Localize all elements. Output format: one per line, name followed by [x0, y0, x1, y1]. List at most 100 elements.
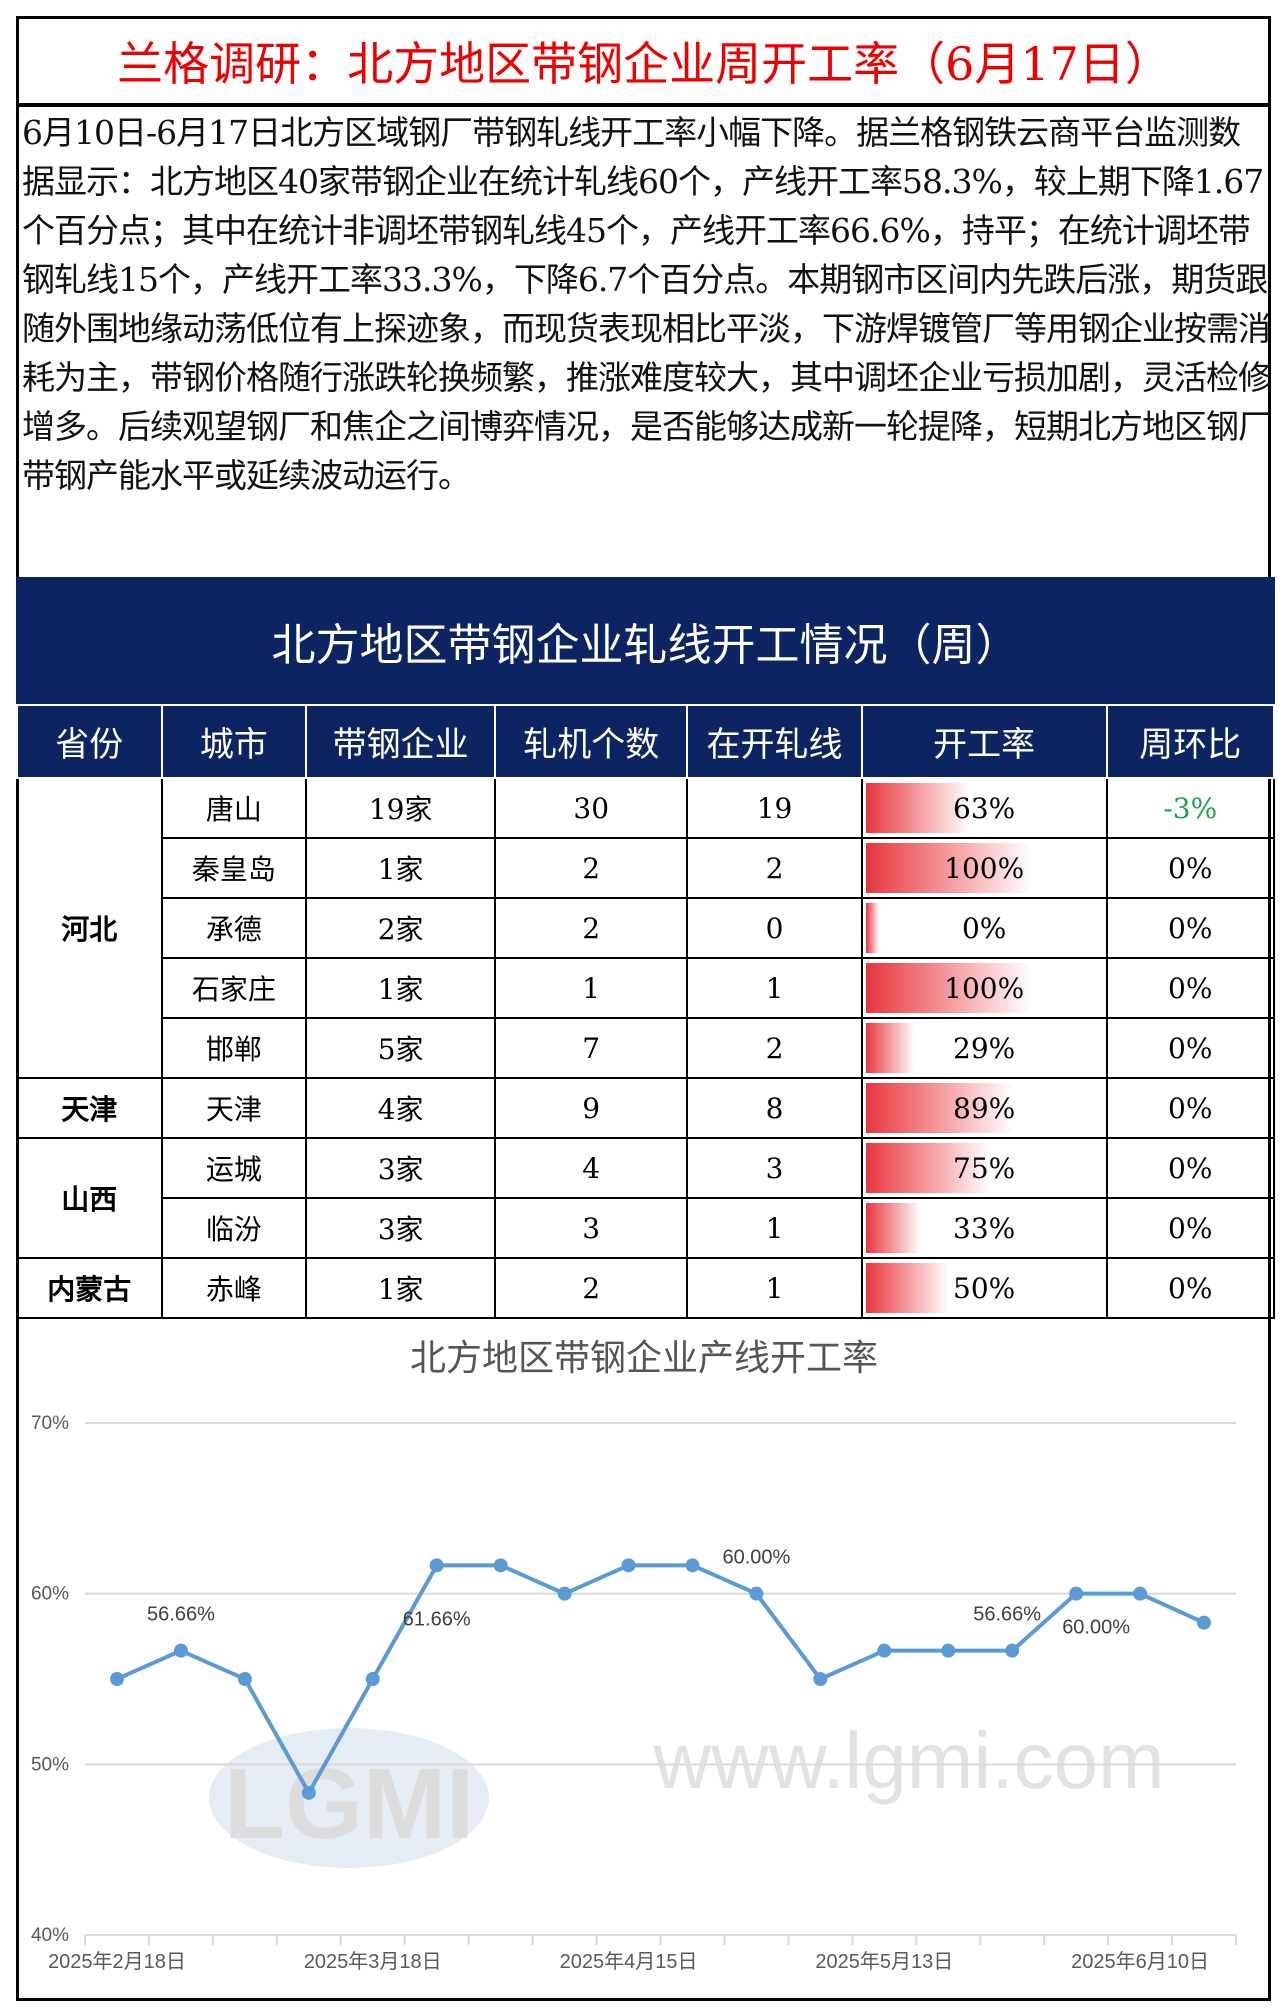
rate-cell: 75% [860, 1137, 1108, 1199]
data-point [941, 1643, 956, 1658]
report-title: 兰格调研：北方地区带钢企业周开工率（6月17日） [19, 19, 1269, 107]
rate-cell: 29% [860, 1017, 1108, 1079]
data-point [301, 1785, 316, 1800]
data-point [621, 1558, 636, 1573]
wow-cell: 0% [1105, 1077, 1276, 1139]
data-point [1133, 1586, 1148, 1601]
data-point [1005, 1643, 1020, 1658]
city-cell: 石家庄 [160, 957, 308, 1019]
line-chart: 北方地区带钢企业产线开工率 LGMI www.lgmi.com 40% 50% 60% 70… [31, 1338, 1237, 1973]
rate-bar [865, 963, 1032, 1013]
table-row: 天津 天津 4家 9 8 89% 0% [16, 1077, 1276, 1139]
utilization-table: 省份 城市 带钢企业 轧机个数 在开轧线 开工率 周环比 河北 唐山 19家 30 19 63% -3%… [16, 704, 1276, 1319]
rate-value: 50% [953, 1271, 1016, 1305]
data-label: 60.00% [722, 1547, 790, 1569]
open-lines-cell: 0 [686, 897, 863, 959]
mills-cell: 30 [494, 777, 689, 839]
data-label: 61.66% [403, 1608, 471, 1630]
wow-cell: -3% [1105, 777, 1276, 839]
table-row: 秦皇岛 1家 2 2 100% 0% [17, 837, 1276, 899]
open-lines-cell: 2 [686, 837, 863, 899]
firms-cell: 5家 [305, 1017, 497, 1079]
city-cell: 临汾 [160, 1197, 308, 1259]
column-header: 轧机个数 [494, 704, 689, 779]
firms-cell: 1家 [305, 837, 497, 899]
column-header: 城市 [160, 704, 308, 779]
rate-bar [865, 843, 1032, 893]
data-label: 60.00% [1062, 1617, 1130, 1639]
wow-cell: 0% [1105, 897, 1276, 959]
mills-cell: 2 [494, 1257, 689, 1319]
table-row: 承德 2家 2 0 0% 0% [17, 897, 1276, 959]
city-cell: 赤峰 [160, 1257, 308, 1319]
x-tick-label: 2025年6月10日 [1071, 1950, 1209, 1973]
data-point [429, 1558, 444, 1573]
table-header-row: 省份 城市 带钢企业 轧机个数 在开轧线 开工率 周环比 [16, 704, 1276, 779]
column-header: 开工率 [860, 704, 1108, 779]
data-point [237, 1672, 252, 1686]
data-point [365, 1672, 380, 1686]
column-header: 在开轧线 [686, 704, 863, 779]
column-header: 周环比 [1105, 704, 1276, 779]
y-tick-label: 70% [31, 1413, 69, 1434]
mills-cell: 9 [494, 1077, 689, 1139]
rate-bar [865, 903, 880, 953]
mills-cell: 2 [494, 897, 689, 959]
chart-title: 北方地区带钢企业产线开工率 [410, 1338, 878, 1379]
data-point [749, 1586, 764, 1601]
open-lines-cell: 8 [686, 1077, 863, 1139]
y-tick-label: 60% [31, 1584, 69, 1605]
mills-cell: 3 [494, 1197, 689, 1259]
table-row: 内蒙古 赤峰 1家 2 1 50% 0% [16, 1257, 1276, 1319]
table-title: 北方地区带钢企业轧线开工情况（周） [16, 577, 1275, 704]
y-tick-label: 50% [31, 1754, 69, 1775]
data-point [493, 1558, 508, 1573]
province-cell: 河北 [16, 777, 163, 1079]
open-lines-cell: 1 [686, 1197, 863, 1259]
city-cell: 天津 [160, 1077, 308, 1139]
mills-cell: 2 [494, 837, 689, 899]
x-tick-label: 2025年2月18日 [48, 1950, 186, 1973]
city-cell: 承德 [160, 897, 308, 959]
column-header: 带钢企业 [305, 704, 497, 779]
firms-cell: 3家 [305, 1137, 497, 1199]
rate-value: 0% [961, 911, 1007, 945]
data-point [685, 1558, 700, 1573]
rate-bar [865, 1203, 921, 1253]
rate-value: 75% [953, 1151, 1016, 1185]
data-point [813, 1672, 828, 1686]
data-point [110, 1672, 124, 1686]
rate-bar [865, 1263, 949, 1313]
open-lines-cell: 2 [686, 1017, 863, 1079]
rate-bar [865, 783, 971, 833]
city-cell: 运城 [160, 1137, 308, 1199]
watermark-logo-text: LGMI [224, 1748, 474, 1860]
province-cell: 山西 [16, 1137, 163, 1259]
data-point [557, 1586, 572, 1601]
mills-cell: 7 [494, 1017, 689, 1079]
province-cell: 天津 [16, 1077, 163, 1139]
firms-cell: 3家 [305, 1197, 497, 1259]
table-row: 临汾 3家 3 1 33% 0% [17, 1197, 1276, 1259]
table-row: 山西 运城 3家 4 3 75% 0% [16, 1137, 1276, 1259]
firms-cell: 2家 [305, 897, 497, 959]
rate-cell: 50% [860, 1257, 1108, 1319]
rate-value: 33% [953, 1211, 1016, 1245]
rate-value: 100% [944, 971, 1025, 1005]
rate-value: 63% [953, 791, 1016, 825]
x-tick-label: 2025年3月18日 [304, 1950, 442, 1973]
firms-cell: 19家 [305, 777, 497, 839]
rate-value: 89% [953, 1091, 1016, 1125]
data-point [1197, 1615, 1211, 1630]
firms-cell: 1家 [305, 1257, 497, 1319]
open-lines-cell: 19 [686, 777, 863, 839]
mills-cell: 1 [494, 957, 689, 1019]
wow-cell: 0% [1105, 1257, 1276, 1319]
city-cell: 秦皇岛 [160, 837, 308, 899]
table-row: 石家庄 1家 1 1 100% 0% [17, 957, 1276, 1019]
rate-value: 100% [944, 851, 1025, 885]
city-cell: 邯郸 [160, 1017, 308, 1079]
rate-value: 29% [953, 1031, 1016, 1065]
mills-cell: 4 [494, 1137, 689, 1199]
